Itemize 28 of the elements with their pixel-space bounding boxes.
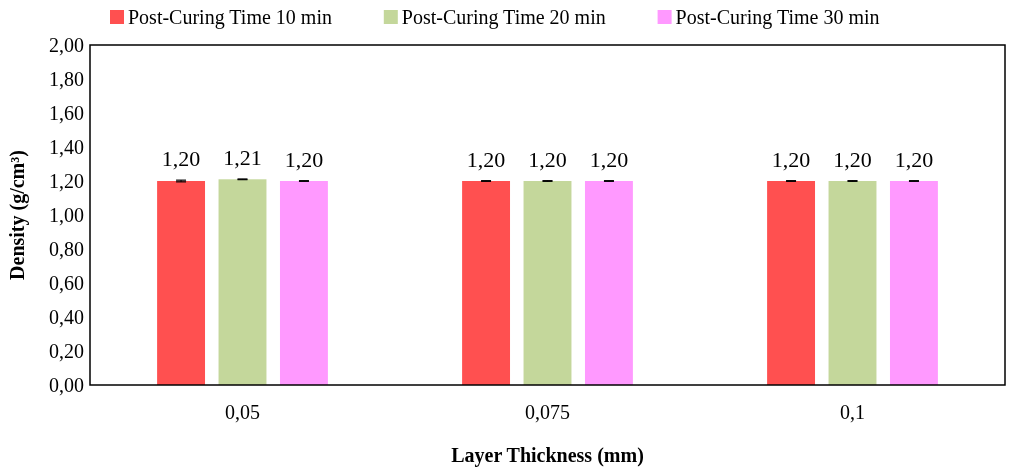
data-label: 1,20 (771, 146, 811, 172)
legend-label: Post-Curing Time 10 min (128, 6, 332, 29)
x-tick-label: 0,1 (840, 401, 865, 423)
data-label: 1,20 (894, 146, 934, 172)
y-axis-title: Density (g/cm³) (6, 150, 29, 280)
y-tick-label: 0,60 (49, 272, 84, 294)
y-tick-label: 1,40 (49, 136, 84, 158)
y-tick-label: 1,00 (49, 204, 84, 226)
y-tick-label: 2,00 (49, 34, 84, 56)
legend-label: Post-Curing Time 20 min (401, 6, 606, 29)
y-tick-label: 0,40 (49, 306, 84, 328)
x-tick-label: 0,05 (225, 401, 260, 423)
y-tick-label: 0,00 (49, 374, 84, 396)
data-label: 1,20 (466, 146, 506, 172)
y-tick-label: 1,20 (49, 170, 84, 192)
data-label: 1,20 (161, 146, 201, 172)
data-label: 1,20 (284, 146, 324, 172)
data-label: 1,20 (528, 146, 567, 172)
y-tick-label: 1,80 (49, 68, 84, 90)
data-label: 1,20 (833, 146, 872, 172)
y-tick-label: 1,60 (49, 102, 84, 124)
data-label: 1,21 (223, 144, 262, 170)
y-tick-label: 0,80 (49, 238, 84, 260)
x-axis-title: Layer Thickness (mm) (451, 444, 644, 467)
x-tick-label: 0,075 (525, 401, 570, 423)
data-label: 1,20 (589, 146, 629, 172)
legend-label: Post-Curing Time 30 min (675, 6, 880, 29)
y-tick-label: 0,20 (49, 340, 84, 362)
